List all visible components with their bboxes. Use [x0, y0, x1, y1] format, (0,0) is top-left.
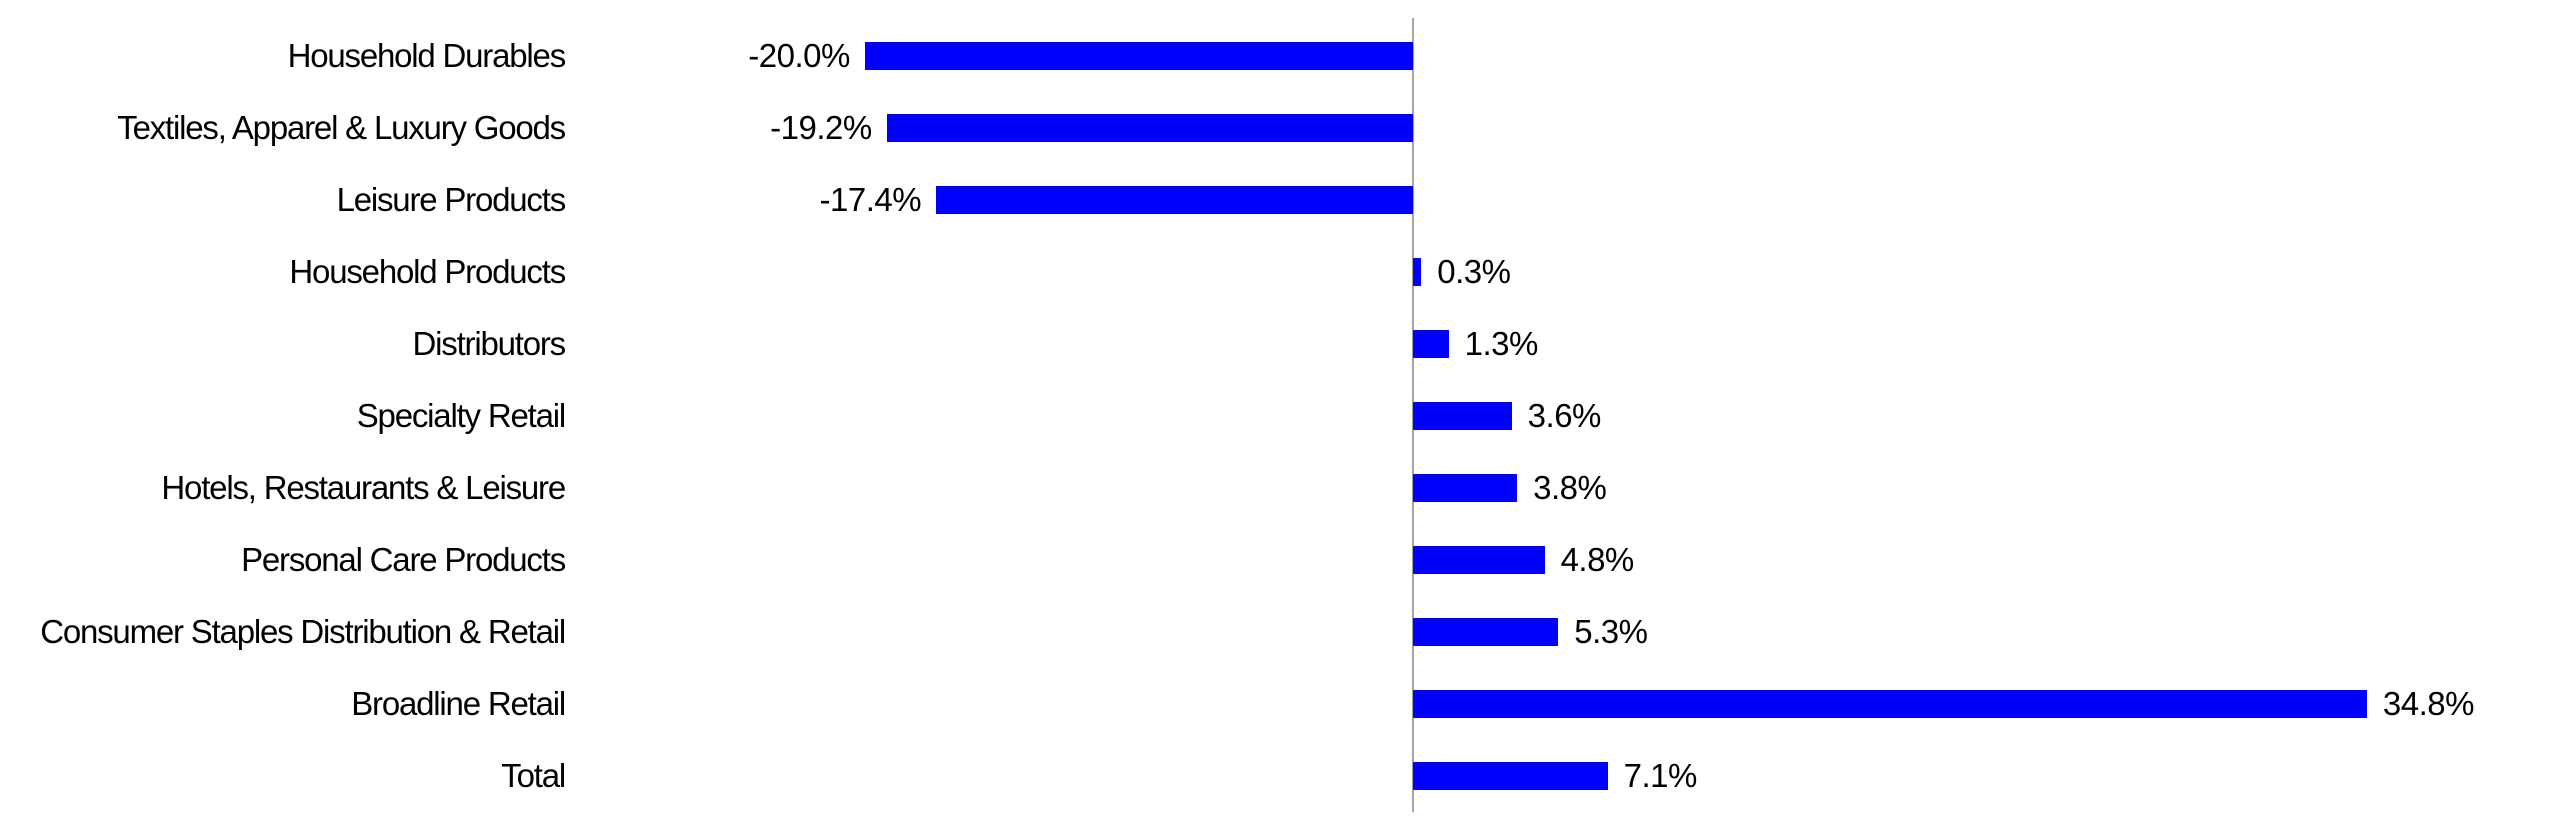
bar-row: Distributors 1.3%	[0, 308, 2560, 380]
category-label: Household Products	[289, 253, 566, 290]
bar-row: Personal Care Products 4.8%	[0, 524, 2560, 596]
bar	[1413, 762, 1608, 790]
value-label: 4.8%	[1560, 541, 1635, 578]
category-label: Consumer Staples Distribution & Retail	[40, 613, 566, 650]
category-label: Textiles, Apparel & Luxury Goods	[117, 109, 566, 146]
bar	[1413, 618, 1559, 646]
bar-row: Household Products 0.3%	[0, 236, 2560, 308]
bar	[1413, 546, 1545, 574]
category-label: Distributors	[412, 325, 567, 362]
bar-row: Consumer Staples Distribution & Retail 5.…	[0, 596, 2560, 668]
category-label: Household Durables	[287, 37, 567, 74]
bar-row: Total 7.1%	[0, 740, 2560, 812]
bar-row: Leisure Products -17.4%	[0, 164, 2560, 236]
bar	[1413, 690, 2367, 718]
value-label: -19.2%	[770, 109, 872, 146]
bar	[1413, 474, 1518, 502]
bar-row: Hotels, Restaurants & Leisure 3.8%	[0, 452, 2560, 524]
value-label: 0.3%	[1437, 253, 1511, 290]
category-label: Personal Care Products	[241, 541, 566, 578]
category-label: Specialty Retail	[356, 397, 566, 434]
bar	[1413, 402, 1512, 430]
value-label: 1.3%	[1464, 325, 1539, 362]
value-label: 34.8%	[2382, 685, 2475, 722]
bar	[864, 42, 1413, 70]
value-label: -17.4%	[819, 181, 922, 218]
bar	[936, 186, 1413, 214]
bar	[1413, 330, 1449, 358]
bar-row: Specialty Retail 3.6%	[0, 380, 2560, 452]
category-label: Hotels, Restaurants & Leisure	[161, 469, 566, 506]
bar-row: Broadline Retail 34.8%	[0, 668, 2560, 740]
value-label: 3.8%	[1533, 469, 1607, 506]
bar	[1413, 258, 1422, 286]
value-label: 3.6%	[1527, 397, 1602, 434]
bar-row: Textiles, Apparel & Luxury Goods -19.2%	[0, 92, 2560, 164]
bar	[886, 114, 1413, 142]
category-label: Broadline Retail	[351, 685, 566, 722]
value-label: -20.0%	[748, 37, 850, 74]
bar-row: Household Durables -20.0%	[0, 20, 2560, 92]
category-label: Leisure Products	[336, 181, 567, 218]
category-label: Total	[501, 757, 566, 794]
value-label: 7.1%	[1623, 757, 1698, 794]
value-label: 5.3%	[1574, 613, 1648, 650]
